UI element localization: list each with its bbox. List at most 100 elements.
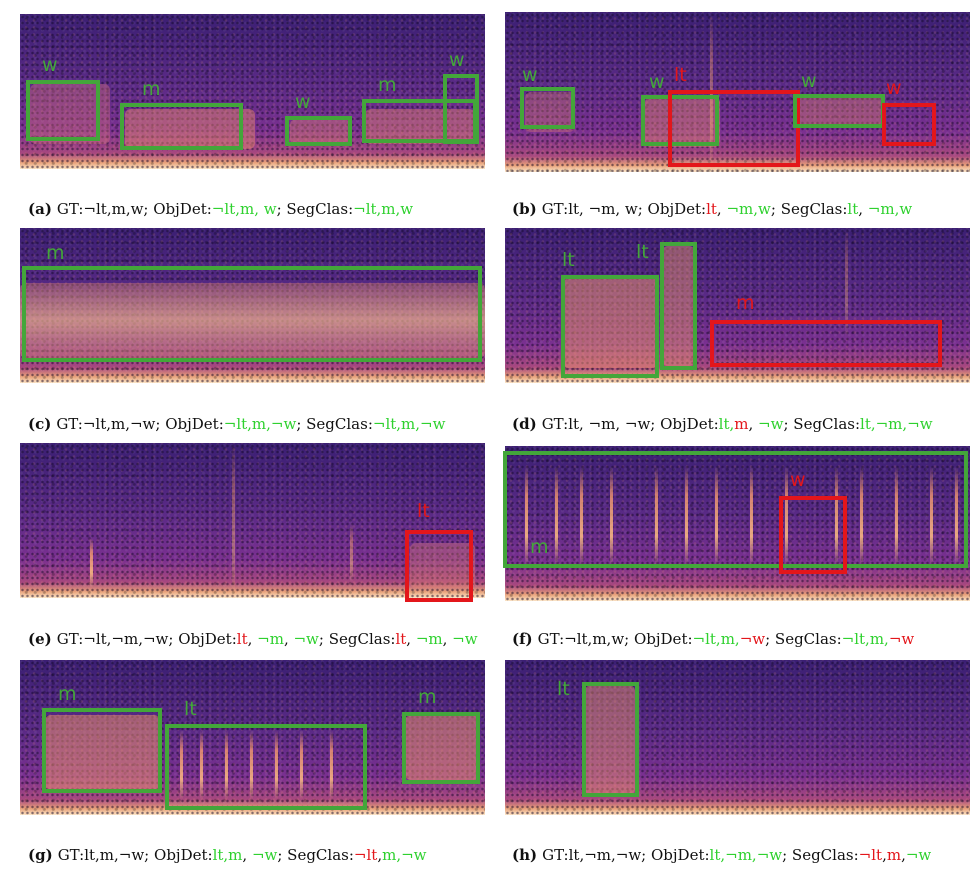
- box-label-m: m: [58, 683, 77, 705]
- detection-box-w: [882, 103, 936, 146]
- caption-part: ¬w: [758, 415, 784, 433]
- caption-part: ¬lt,m,¬w: [372, 415, 446, 433]
- box-label-m: m: [530, 536, 549, 558]
- caption-part: ; SegClas:: [318, 630, 396, 648]
- caption-letter: (e): [28, 630, 52, 648]
- caption-a: (a) GT:¬lt,m,w; ObjDet:¬lt,m, w; SegClas:…: [28, 200, 413, 218]
- caption-part: ObjDet:: [647, 200, 707, 218]
- detection-box-w: [641, 95, 719, 146]
- box-label-w: w: [42, 54, 58, 76]
- box-label-w: w: [801, 70, 817, 92]
- caption-ground-truth: GT:¬lt,m,w;: [56, 200, 154, 218]
- caption-c: (c) GT:¬lt,m,¬w; ObjDet:¬lt,m,¬w; SegClas…: [28, 415, 445, 433]
- box-label-lt: lt: [674, 64, 687, 86]
- box-label-w: w: [449, 49, 465, 71]
- spectrogram-f: [505, 446, 970, 601]
- caption-part: ; SegClas:: [296, 415, 373, 433]
- caption-part: ¬lt,: [211, 200, 240, 218]
- caption-part: lt,: [718, 415, 735, 433]
- box-label-m: m: [378, 74, 397, 96]
- box-label-w: w: [790, 469, 806, 491]
- caption-part: m: [734, 415, 749, 433]
- detection-box-w: [779, 496, 847, 574]
- detection-box-m: [503, 451, 968, 568]
- spectrogram-d: [505, 228, 970, 383]
- detection-box-lt: [668, 90, 800, 167]
- caption-part: ¬lt: [858, 846, 883, 864]
- box-label-lt: lt: [562, 249, 575, 271]
- detection-box-lt: [561, 275, 659, 378]
- caption-part: ; SegClas:: [783, 415, 861, 433]
- caption-part: ; SegClas:: [276, 200, 354, 218]
- detection-box-m: [710, 320, 942, 367]
- caption-part: m,¬w: [382, 846, 427, 864]
- caption-part: ObjDet:: [651, 846, 710, 864]
- caption-part: m: [886, 846, 902, 864]
- caption-ground-truth: GT:lt,¬m,¬w;: [542, 846, 651, 864]
- caption-part: ObjDet:: [165, 415, 224, 433]
- caption-letter: (c): [28, 415, 52, 433]
- spectrogram-b: [505, 12, 970, 172]
- caption-part: ,: [377, 846, 383, 864]
- caption-ground-truth: GT:lt, ¬m, w;: [541, 200, 648, 218]
- caption-part: ¬lt,m,: [841, 630, 889, 648]
- detection-box-lt: [165, 724, 367, 810]
- caption-part: ¬m: [257, 630, 284, 648]
- caption-d: (d) GT:lt, ¬m, ¬w; ObjDet:lt,m, ¬w; SegCl…: [512, 415, 933, 433]
- caption-part: ObjDet:: [660, 415, 719, 433]
- caption-part: ; SegClas:: [782, 846, 859, 864]
- caption-part: ,: [882, 846, 887, 864]
- detection-box-w: [520, 87, 575, 129]
- caption-part: ; SegClas:: [765, 630, 842, 648]
- detection-box-w: [285, 116, 352, 146]
- box-label-w: w: [649, 71, 665, 93]
- detection-box-w: [793, 94, 885, 128]
- caption-g: (g) GT:lt,m,¬w; ObjDet:lt,m, ¬w; SegClas:…: [28, 846, 427, 864]
- spectrogram-h: [505, 660, 970, 815]
- caption-part: w: [263, 200, 277, 218]
- spectrogram-a: [20, 14, 485, 169]
- caption-part: ,: [283, 630, 294, 648]
- caption-part: ¬m,w: [867, 200, 913, 218]
- caption-part: ¬w: [739, 630, 766, 648]
- caption-part: ¬m: [415, 630, 443, 648]
- caption-h: (h) GT:lt,¬m,¬w; ObjDet:lt,¬m,¬w; SegClas…: [512, 846, 931, 864]
- caption-part: ObjDet:: [633, 630, 693, 648]
- caption-ground-truth: GT:lt, ¬m, ¬w;: [541, 415, 661, 433]
- spectrogram-g: [20, 660, 485, 815]
- caption-ground-truth: GT:¬lt,¬m,¬w;: [56, 630, 179, 648]
- caption-part: lt,m: [212, 846, 243, 864]
- caption-part: ¬w: [452, 630, 478, 648]
- caption-ground-truth: GT:¬lt,m,w;: [537, 630, 634, 648]
- detection-box-m: [402, 712, 480, 784]
- caption-part: ; SegClas:: [770, 200, 848, 218]
- caption-part: ,: [247, 630, 258, 648]
- caption-part: ObjDet:: [178, 630, 237, 648]
- box-label-w: w: [886, 77, 902, 99]
- caption-part: ,: [406, 630, 416, 648]
- detection-box-lt: [405, 530, 473, 602]
- caption-ground-truth: GT:lt,m,¬w;: [57, 846, 155, 864]
- caption-part: lt: [706, 200, 717, 218]
- box-label-m: m: [142, 78, 161, 100]
- caption-part: ObjDet:: [154, 846, 213, 864]
- box-label-m: m: [418, 686, 437, 708]
- detection-box-lt: [582, 682, 639, 797]
- caption-part: ¬lt,m,¬w: [223, 415, 297, 433]
- caption-b: (b) GT:lt, ¬m, w; ObjDet:lt, ¬m,w; SegCla…: [512, 200, 912, 218]
- caption-f: (f) GT:¬lt,m,w; ObjDet:¬lt,m,¬w; SegClas:…: [512, 630, 914, 648]
- caption-part: ¬w: [905, 846, 932, 864]
- caption-part: lt: [395, 630, 407, 648]
- box-label-w: w: [295, 91, 311, 113]
- caption-part: w: [400, 200, 414, 218]
- caption-ground-truth: GT:¬lt,m,¬w;: [56, 415, 166, 433]
- caption-part: ,: [748, 415, 759, 433]
- detection-box-w: [26, 80, 100, 141]
- caption-part: ; SegClas:: [277, 846, 354, 864]
- caption-part: ,: [901, 846, 906, 864]
- caption-part: ¬lt,m,: [692, 630, 740, 648]
- caption-part: ,: [442, 630, 453, 648]
- caption-letter: (h): [512, 846, 538, 864]
- caption-part: ObjDet:: [153, 200, 212, 218]
- box-label-m: m: [736, 292, 755, 314]
